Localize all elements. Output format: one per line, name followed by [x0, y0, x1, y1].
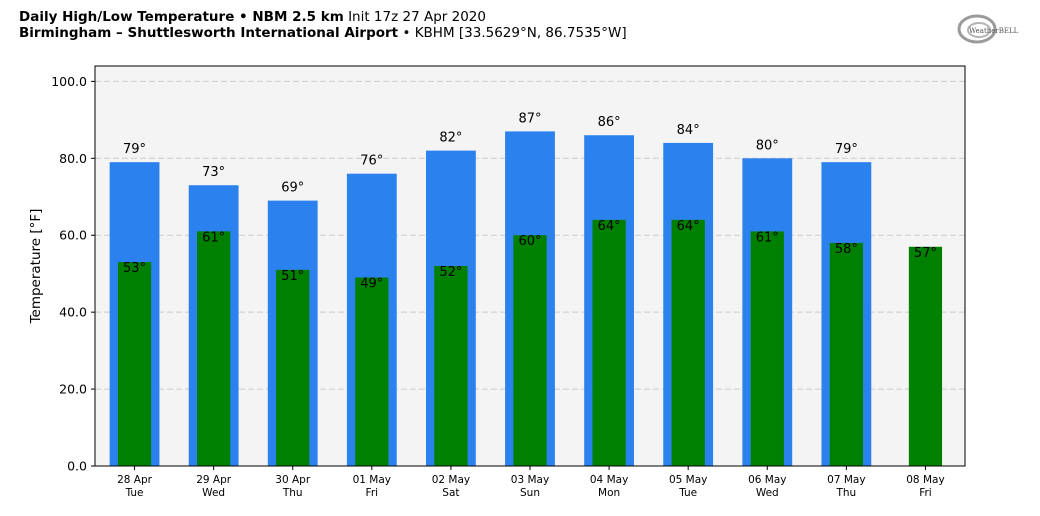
low-bar — [829, 242, 863, 466]
title-init: Init 17z 27 Apr 2020 — [348, 9, 486, 25]
x-tick-date: 28 Apr — [117, 474, 153, 486]
x-tick-date: 05 May — [669, 474, 707, 486]
y-axis-label: Temperature [°F] — [28, 209, 44, 325]
high-label: 82° — [439, 131, 462, 146]
low-bar — [276, 269, 310, 466]
high-label: 79° — [835, 142, 858, 157]
low-bar — [592, 219, 626, 466]
y-tick-label: 40.0 — [59, 305, 87, 320]
x-tick-day: Wed — [202, 487, 225, 499]
x-tick-date: 30 Apr — [275, 474, 311, 486]
x-tick-date: 03 May — [511, 474, 549, 486]
high-label: 79° — [123, 142, 146, 157]
x-tick-date: 01 May — [353, 474, 391, 486]
y-axis: 0.0 20.0 40.0 60.0 80.0 100.0 — [51, 74, 95, 474]
low-bar — [117, 262, 152, 466]
logo-text: WeatherBELL — [969, 27, 1019, 35]
y-tick-label: 60.0 — [59, 228, 87, 243]
low-label: 64° — [677, 219, 700, 234]
title-station: • KBHM [33.5629°N, 86.7535°W] — [402, 25, 627, 41]
title-line-1: Daily High/Low Temperature • NBM 2.5 km … — [19, 9, 627, 25]
title-product: Daily High/Low Temperature • NBM 2.5 km — [19, 9, 344, 25]
x-tick-date: 07 May — [827, 474, 865, 486]
x-tick-day: Thu — [282, 487, 303, 499]
y-tick-label: 20.0 — [59, 382, 87, 397]
x-tick-day: Fri — [366, 487, 379, 499]
x-tick-day: Wed — [756, 487, 779, 499]
x-tick-day: Tue — [125, 487, 144, 499]
x-tick-day: Mon — [598, 487, 620, 499]
high-label: 87° — [518, 111, 541, 126]
x-tick-day: Sat — [442, 487, 459, 499]
low-label: 57° — [914, 246, 937, 261]
title-line-2: Birmingham – Shuttlesworth International… — [19, 25, 627, 41]
low-bar — [671, 219, 705, 466]
low-bar — [434, 266, 468, 466]
low-bar — [197, 231, 231, 466]
x-tick-day: Tue — [678, 487, 697, 499]
low-bar — [908, 246, 943, 466]
y-tick-label: 0.0 — [67, 459, 87, 474]
weatherbell-logo: WeatherBELL — [957, 14, 1019, 44]
x-tick-day: Fri — [919, 487, 932, 499]
x-tick-date: 04 May — [590, 474, 628, 486]
low-label: 53° — [123, 261, 146, 276]
low-label: 61° — [202, 230, 225, 245]
high-label: 76° — [360, 154, 383, 169]
low-bar — [750, 231, 784, 466]
low-label: 61° — [756, 230, 779, 245]
low-label: 64° — [598, 219, 621, 234]
low-label: 52° — [439, 265, 462, 280]
high-label: 86° — [598, 115, 621, 130]
high-label: 80° — [756, 138, 779, 153]
low-label: 51° — [281, 269, 304, 284]
low-label: 60° — [518, 234, 541, 249]
y-tick-label: 80.0 — [59, 151, 87, 166]
x-tick-date: 06 May — [748, 474, 786, 486]
low-bars — [117, 219, 943, 466]
high-label: 73° — [202, 165, 225, 180]
x-tick-date: 29 Apr — [196, 474, 232, 486]
x-tick-date: 08 May — [906, 474, 944, 486]
low-bar — [513, 235, 547, 466]
x-tick-date: 02 May — [432, 474, 470, 486]
chart-title: Daily High/Low Temperature • NBM 2.5 km … — [19, 9, 627, 41]
x-tick-day: Thu — [835, 487, 856, 499]
low-bar — [355, 277, 389, 466]
high-label: 69° — [281, 181, 304, 196]
data-labels: 79° 73° 69° 76° 82° 87° 86° 84° 80° 79° 53° 61° 51° 4… — [123, 111, 937, 291]
low-label: 49° — [360, 277, 383, 292]
low-label: 58° — [835, 242, 858, 257]
title-location: Birmingham – Shuttlesworth International… — [19, 25, 399, 41]
x-tick-day: Sun — [520, 487, 540, 499]
y-tick-label: 100.0 — [51, 74, 87, 89]
high-label: 84° — [677, 123, 700, 138]
